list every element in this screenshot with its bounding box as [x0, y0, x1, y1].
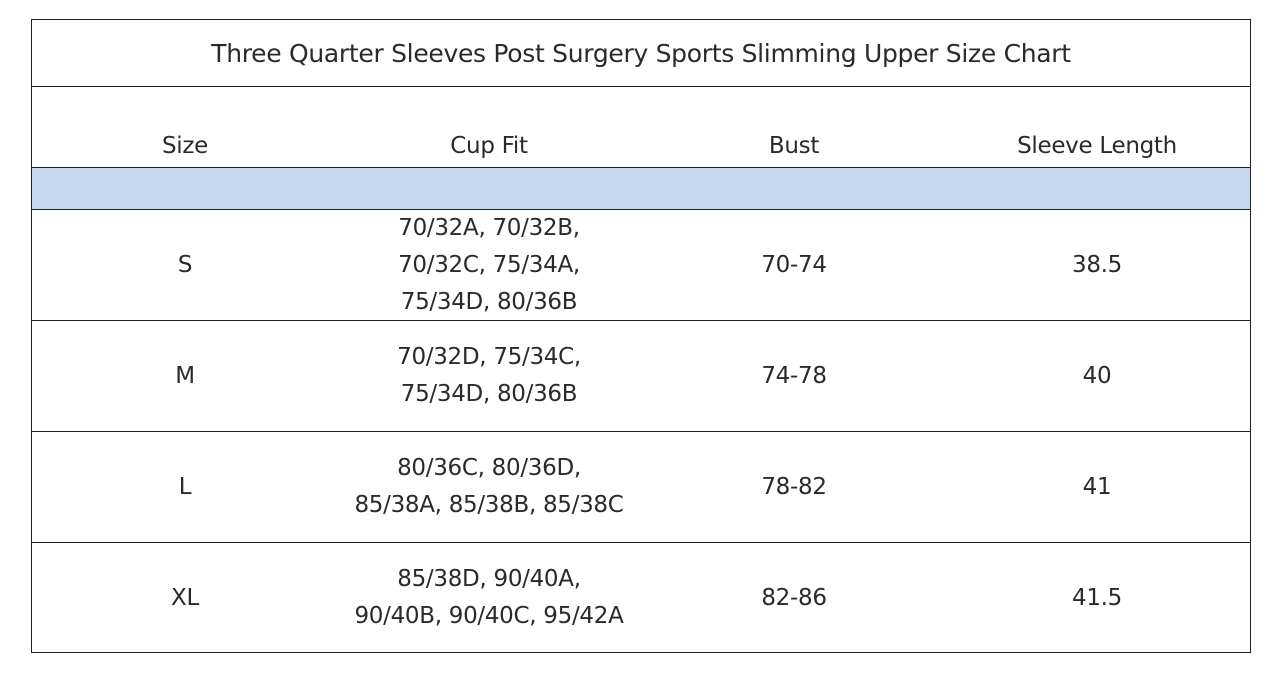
- cup-fit-cell: 70/32A, 70/32B, 70/32C, 75/34A, 75/34D, …: [314, 210, 664, 320]
- cup-fit-cell: 70/32D, 75/34C, 75/34D, 80/36B: [314, 321, 664, 431]
- bust-cell: 74-78: [761, 362, 827, 389]
- cup-fit-line: 85/38D, 90/40A,: [397, 566, 581, 592]
- header-sleeve-length: Sleeve Length: [1017, 133, 1177, 159]
- size-chart-table: Three Quarter Sleeves Post Surgery Sport…: [31, 19, 1251, 653]
- size-cell: S: [177, 251, 193, 278]
- cup-fit-line: 90/40B, 90/40C, 95/42A: [354, 603, 624, 629]
- table-row: S 70/32A, 70/32B, 70/32C, 75/34A, 75/34D…: [32, 210, 1250, 321]
- cup-fit-line: 75/34D, 80/36B: [400, 288, 578, 315]
- cup-fit-line: 85/38A, 85/38B, 85/38C: [354, 492, 624, 518]
- table-row: M 70/32D, 75/34C, 75/34D, 80/36B 74-78 4…: [32, 321, 1250, 432]
- sleeve-length-cell: 41: [1082, 473, 1112, 500]
- header-bust: Bust: [768, 133, 820, 159]
- table-row: L 80/36C, 80/36D, 85/38A, 85/38B, 85/38C…: [32, 432, 1250, 543]
- cup-fit-line: 75/34D, 80/36B: [400, 381, 578, 407]
- cup-fit-line: 70/32D, 75/34C,: [397, 344, 581, 370]
- bust-cell: 82-86: [761, 584, 827, 611]
- header-size: Size: [161, 133, 208, 159]
- size-cell: M: [175, 362, 195, 389]
- highlight-band: [32, 168, 1250, 210]
- bust-cell: 70-74: [761, 251, 827, 278]
- sleeve-length-cell: 40: [1082, 362, 1112, 389]
- cup-fit-line: 80/36C, 80/36D,: [397, 455, 581, 481]
- table-row: XL 85/38D, 90/40A, 90/40B, 90/40C, 95/42…: [32, 543, 1250, 653]
- cup-fit-cell: 85/38D, 90/40A, 90/40B, 90/40C, 95/42A: [314, 543, 664, 653]
- cup-fit-line: 70/32A, 70/32B,: [398, 214, 580, 241]
- sleeve-length-cell: 41.5: [1071, 584, 1122, 611]
- size-cell: XL: [171, 584, 199, 611]
- cup-fit-cell: 80/36C, 80/36D, 85/38A, 85/38B, 85/38C: [314, 432, 664, 542]
- cup-fit-line: 70/32C, 75/34A,: [398, 251, 580, 278]
- bust-cell: 78-82: [761, 473, 827, 500]
- header-row: Size Cup Fit Bust Sleeve Length: [32, 86, 1250, 168]
- header-cup-fit: Cup Fit: [450, 133, 528, 159]
- size-cell: L: [178, 473, 192, 500]
- chart-title: Three Quarter Sleeves Post Surgery Sport…: [32, 20, 1250, 87]
- sleeve-length-cell: 38.5: [1071, 251, 1122, 278]
